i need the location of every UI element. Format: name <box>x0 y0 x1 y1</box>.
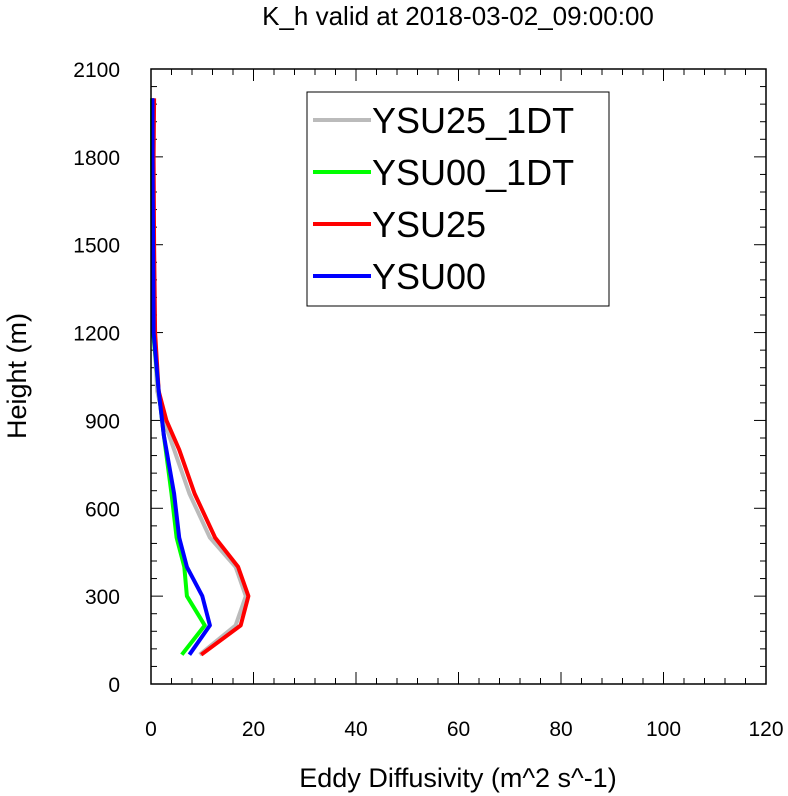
x-tick-label: 100 <box>646 718 681 741</box>
y-tick-label: 300 <box>85 586 120 609</box>
plot-frame <box>150 68 767 685</box>
legend-label: YSU25_1DT <box>372 100 574 141</box>
legend-label: YSU00 <box>372 256 486 297</box>
y-tick-labels: 0 300 600 900 1200 1500 1800 2100 <box>73 59 120 697</box>
x-tick-label: 0 <box>145 718 157 741</box>
x-tick-label: 80 <box>549 718 572 741</box>
x-tick-labels: 0 20 40 60 80 100 120 <box>145 718 783 741</box>
series-line <box>151 98 251 657</box>
y-tick-label: 0 <box>108 674 120 697</box>
legend-label: YSU25 <box>372 204 486 245</box>
x-axis-label: Eddy Diffusivity (m^2 s^-1) <box>299 763 616 793</box>
x-tick-label: 120 <box>748 718 783 741</box>
y-axis-label: Height (m) <box>2 313 32 439</box>
plot-lines <box>150 98 251 657</box>
y-tick-label: 1500 <box>73 235 120 258</box>
legend-box <box>306 91 610 307</box>
legend-label: YSU00_1DT <box>372 152 574 193</box>
series-line <box>150 98 212 656</box>
y-tick-label: 600 <box>85 498 120 521</box>
x-tick-label: 60 <box>447 718 470 741</box>
series-line <box>150 98 248 657</box>
x-tick-label: 40 <box>344 718 367 741</box>
y-tick-label: 900 <box>85 410 120 433</box>
x-tick-label: 20 <box>242 718 265 741</box>
y-tick-label: 1200 <box>73 323 120 346</box>
series-line <box>150 98 207 656</box>
y-tick-label: 2100 <box>73 59 120 82</box>
chart-title: K_h valid at 2018-03-02_09:00:00 <box>262 1 654 31</box>
legend: YSU25_1DT YSU00_1DT YSU25 YSU00 <box>306 91 610 307</box>
y-tick-label: 1800 <box>73 147 120 170</box>
